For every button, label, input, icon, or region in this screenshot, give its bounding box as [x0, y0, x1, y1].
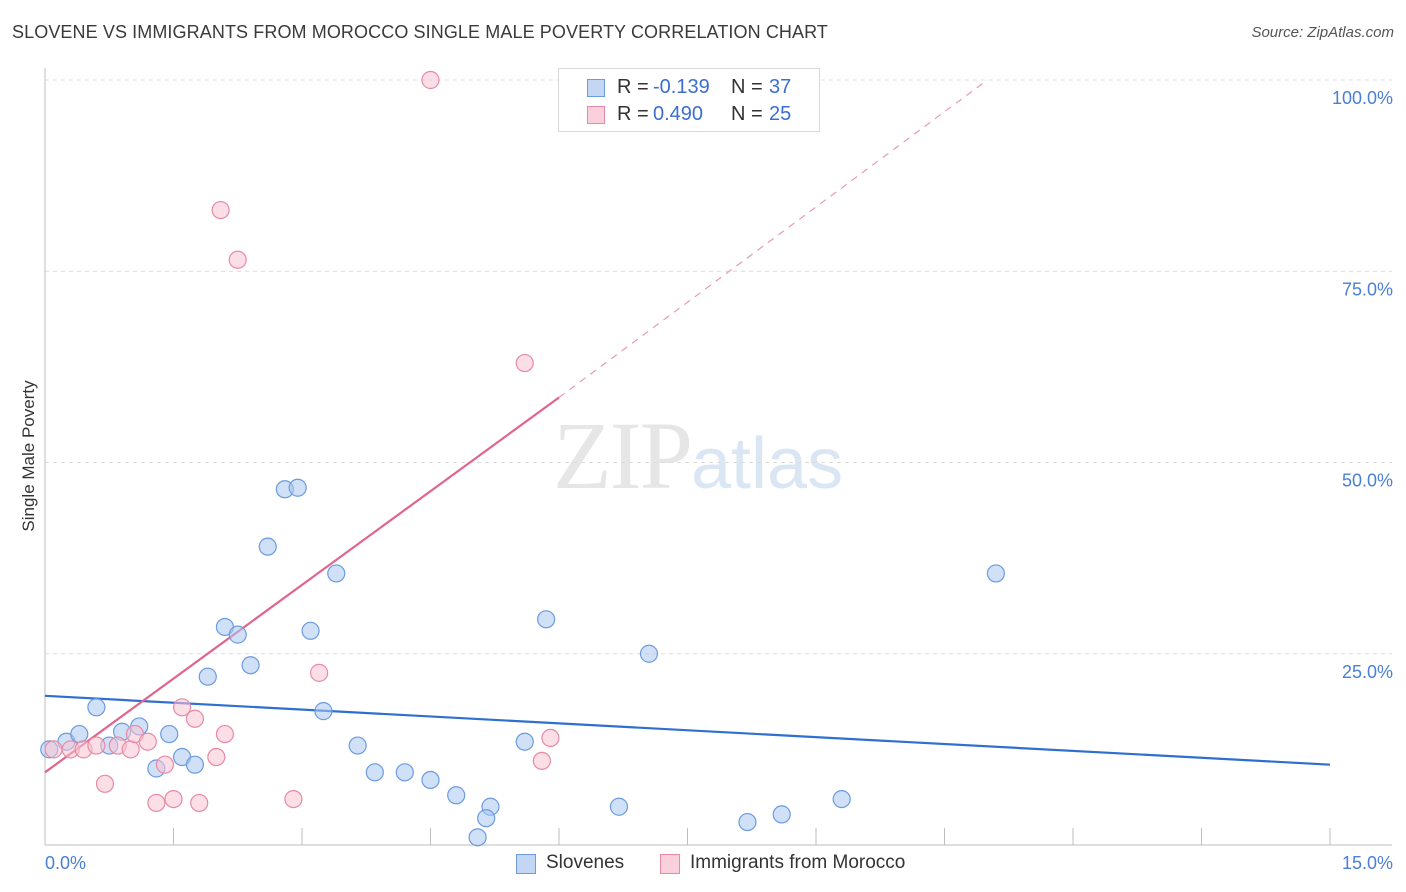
point-slovenes	[258, 537, 277, 556]
trend-layer	[44, 79, 1331, 774]
point-slovenes	[515, 732, 534, 751]
point-morocco	[207, 747, 226, 767]
source-credit: Source: ZipAtlas.com	[1251, 24, 1394, 41]
point-morocco	[87, 736, 106, 755]
point-morocco	[215, 724, 234, 744]
point-morocco	[190, 793, 209, 813]
y-axis-label: Single Male Poverty	[19, 380, 38, 532]
point-slovenes	[832, 789, 851, 809]
point-slovenes	[365, 763, 384, 782]
point-slovenes	[772, 805, 791, 824]
y-tick-label: 75.0%	[1342, 279, 1393, 299]
point-slovenes	[537, 610, 556, 629]
point-morocco	[284, 789, 303, 809]
bottom-legend-label: Immigrants from Morocco	[690, 852, 906, 873]
point-morocco	[211, 200, 230, 220]
legend-swatch-slovenes	[587, 79, 605, 97]
y-tick-label: 25.0%	[1342, 662, 1393, 682]
point-slovenes	[228, 625, 247, 644]
point-slovenes	[986, 564, 1006, 583]
point-slovenes	[447, 786, 466, 805]
point-slovenes	[639, 644, 659, 663]
watermark-zip: ZIP	[553, 402, 693, 509]
x-tick-label: 0.0%	[45, 853, 86, 873]
point-slovenes	[421, 770, 440, 790]
point-slovenes	[198, 667, 217, 686]
legend-r-value: 0.490	[653, 103, 704, 125]
point-morocco	[172, 698, 192, 717]
point-slovenes	[738, 812, 757, 832]
point-morocco	[44, 740, 63, 759]
legend-n-label: N =	[731, 103, 763, 125]
trendline-slovenes	[44, 694, 1331, 766]
point-slovenes	[348, 736, 367, 755]
axis-layer	[44, 68, 1392, 846]
grid-layer	[45, 79, 1392, 655]
points-layer	[40, 70, 1006, 847]
point-slovenes	[395, 763, 414, 782]
point-slovenes	[609, 797, 629, 816]
legend-n-value: 25	[769, 103, 792, 125]
point-slovenes	[314, 702, 333, 721]
point-slovenes	[477, 809, 496, 828]
y-tick-label: 100.0%	[1332, 88, 1393, 108]
point-morocco	[155, 755, 175, 774]
bottom-legend-label: Slovenes	[546, 852, 625, 873]
legend-r-label: R =	[617, 103, 649, 125]
trendline-morocco-extension	[558, 79, 988, 398]
point-morocco	[541, 728, 560, 748]
point-morocco	[185, 709, 205, 728]
point-morocco	[138, 732, 157, 751]
correlation-legend: R = -0.139 N = 37 R = 0.490 N = 25	[558, 68, 820, 132]
point-morocco	[147, 793, 166, 813]
legend-n-label: N =	[731, 76, 763, 98]
bottom-legend-swatch	[660, 854, 680, 874]
point-slovenes	[87, 698, 106, 717]
label-layer: 25.0% 50.0% 75.0% 100.0% 0.0% 15.0% Single Mal…	[19, 88, 1393, 873]
point-slovenes	[160, 724, 179, 744]
x-tick-label: 15.0%	[1342, 853, 1393, 873]
point-morocco	[95, 774, 115, 793]
legend-n-value: 37	[769, 76, 792, 98]
point-morocco	[515, 353, 534, 373]
point-morocco	[310, 663, 329, 682]
point-slovenes	[70, 724, 89, 744]
point-slovenes	[241, 656, 260, 675]
y-tick-label: 50.0%	[1342, 471, 1393, 491]
point-morocco	[228, 250, 247, 269]
point-morocco	[164, 789, 183, 809]
legend-r-label: R =	[617, 76, 649, 98]
trendline-morocco	[44, 396, 560, 774]
point-slovenes	[468, 828, 487, 847]
point-morocco	[121, 740, 140, 759]
legend-row-slovenes: R = -0.139 N = 37	[559, 73, 819, 101]
chart-title: SLOVENE VS IMMIGRANTS FROM MOROCCO SINGL…	[12, 22, 828, 42]
point-slovenes	[185, 755, 205, 774]
legend-r-value: -0.139	[653, 76, 710, 98]
point-slovenes	[301, 621, 320, 640]
legend-row-morocco: R = 0.490 N = 25	[559, 100, 819, 128]
point-slovenes	[327, 564, 346, 583]
legend-swatch-morocco	[587, 106, 605, 124]
point-morocco	[421, 70, 440, 90]
watermark-atlas: atlas	[691, 424, 844, 504]
point-morocco	[532, 751, 551, 770]
watermark: ZIPatlas	[553, 400, 843, 511]
point-slovenes	[288, 478, 307, 497]
bottom-legend-swatch	[516, 854, 536, 874]
